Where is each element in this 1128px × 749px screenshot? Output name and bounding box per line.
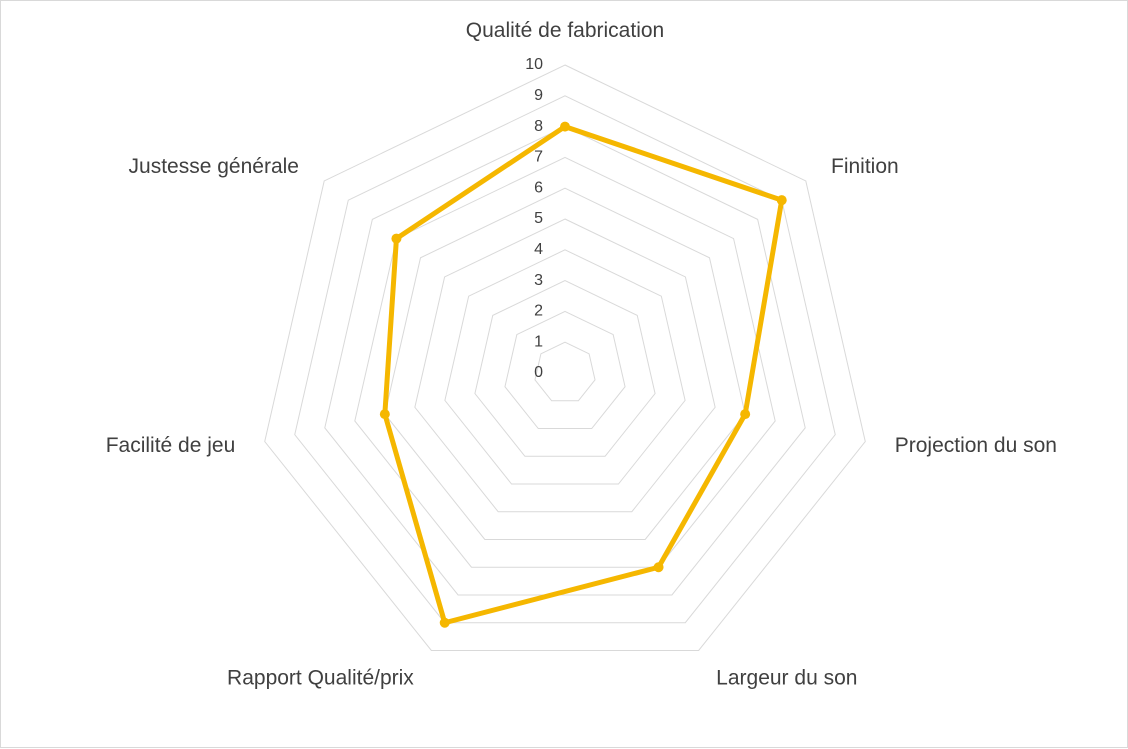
tick-label: 10 (525, 56, 543, 73)
category-label: Justesse générale (129, 155, 299, 178)
data-point (560, 121, 570, 132)
category-label: Rapport Qualité/prix (227, 667, 414, 690)
category-label: Projection du son (895, 434, 1057, 457)
tick-label: 5 (534, 210, 543, 227)
gridline-1 (534, 341, 596, 402)
series-layer (379, 121, 787, 628)
series-line (382, 124, 785, 626)
gridline-4 (444, 249, 686, 485)
tick-label: 0 (534, 364, 543, 381)
gridline-5 (414, 218, 716, 513)
category-label: Facilité de jeu (106, 434, 236, 457)
gridline-7 (354, 156, 776, 568)
data-point (740, 409, 751, 420)
category-label: Finition (831, 155, 899, 178)
tick-label: 8 (534, 118, 543, 135)
data-point (379, 409, 390, 420)
gridline-3 (474, 280, 656, 457)
data-point (653, 562, 664, 573)
tick-label: 6 (534, 179, 543, 196)
tick-label: 2 (534, 303, 543, 320)
gridline-9 (294, 95, 836, 624)
gridline-6 (384, 187, 746, 540)
gridline-2 (504, 310, 626, 429)
category-label: Qualité de fabrication (466, 19, 664, 42)
tick-label: 9 (534, 87, 543, 104)
grid-layer (264, 64, 866, 651)
category-label: Largeur du son (716, 667, 857, 690)
tick-label: 3 (534, 272, 543, 289)
gridline-8 (324, 126, 806, 596)
tick-label: 7 (534, 149, 543, 166)
data-point (439, 617, 450, 628)
data-point (776, 195, 787, 206)
tick-label: 1 (534, 333, 543, 350)
data-point (391, 233, 402, 244)
category-labels: Qualité de fabrication Finition Projection… (106, 19, 1057, 690)
gridline-10 (264, 64, 866, 651)
tick-labels: 0 1 2 3 4 5 6 7 8 9 10 (525, 56, 543, 381)
tick-label: 4 (534, 241, 543, 258)
